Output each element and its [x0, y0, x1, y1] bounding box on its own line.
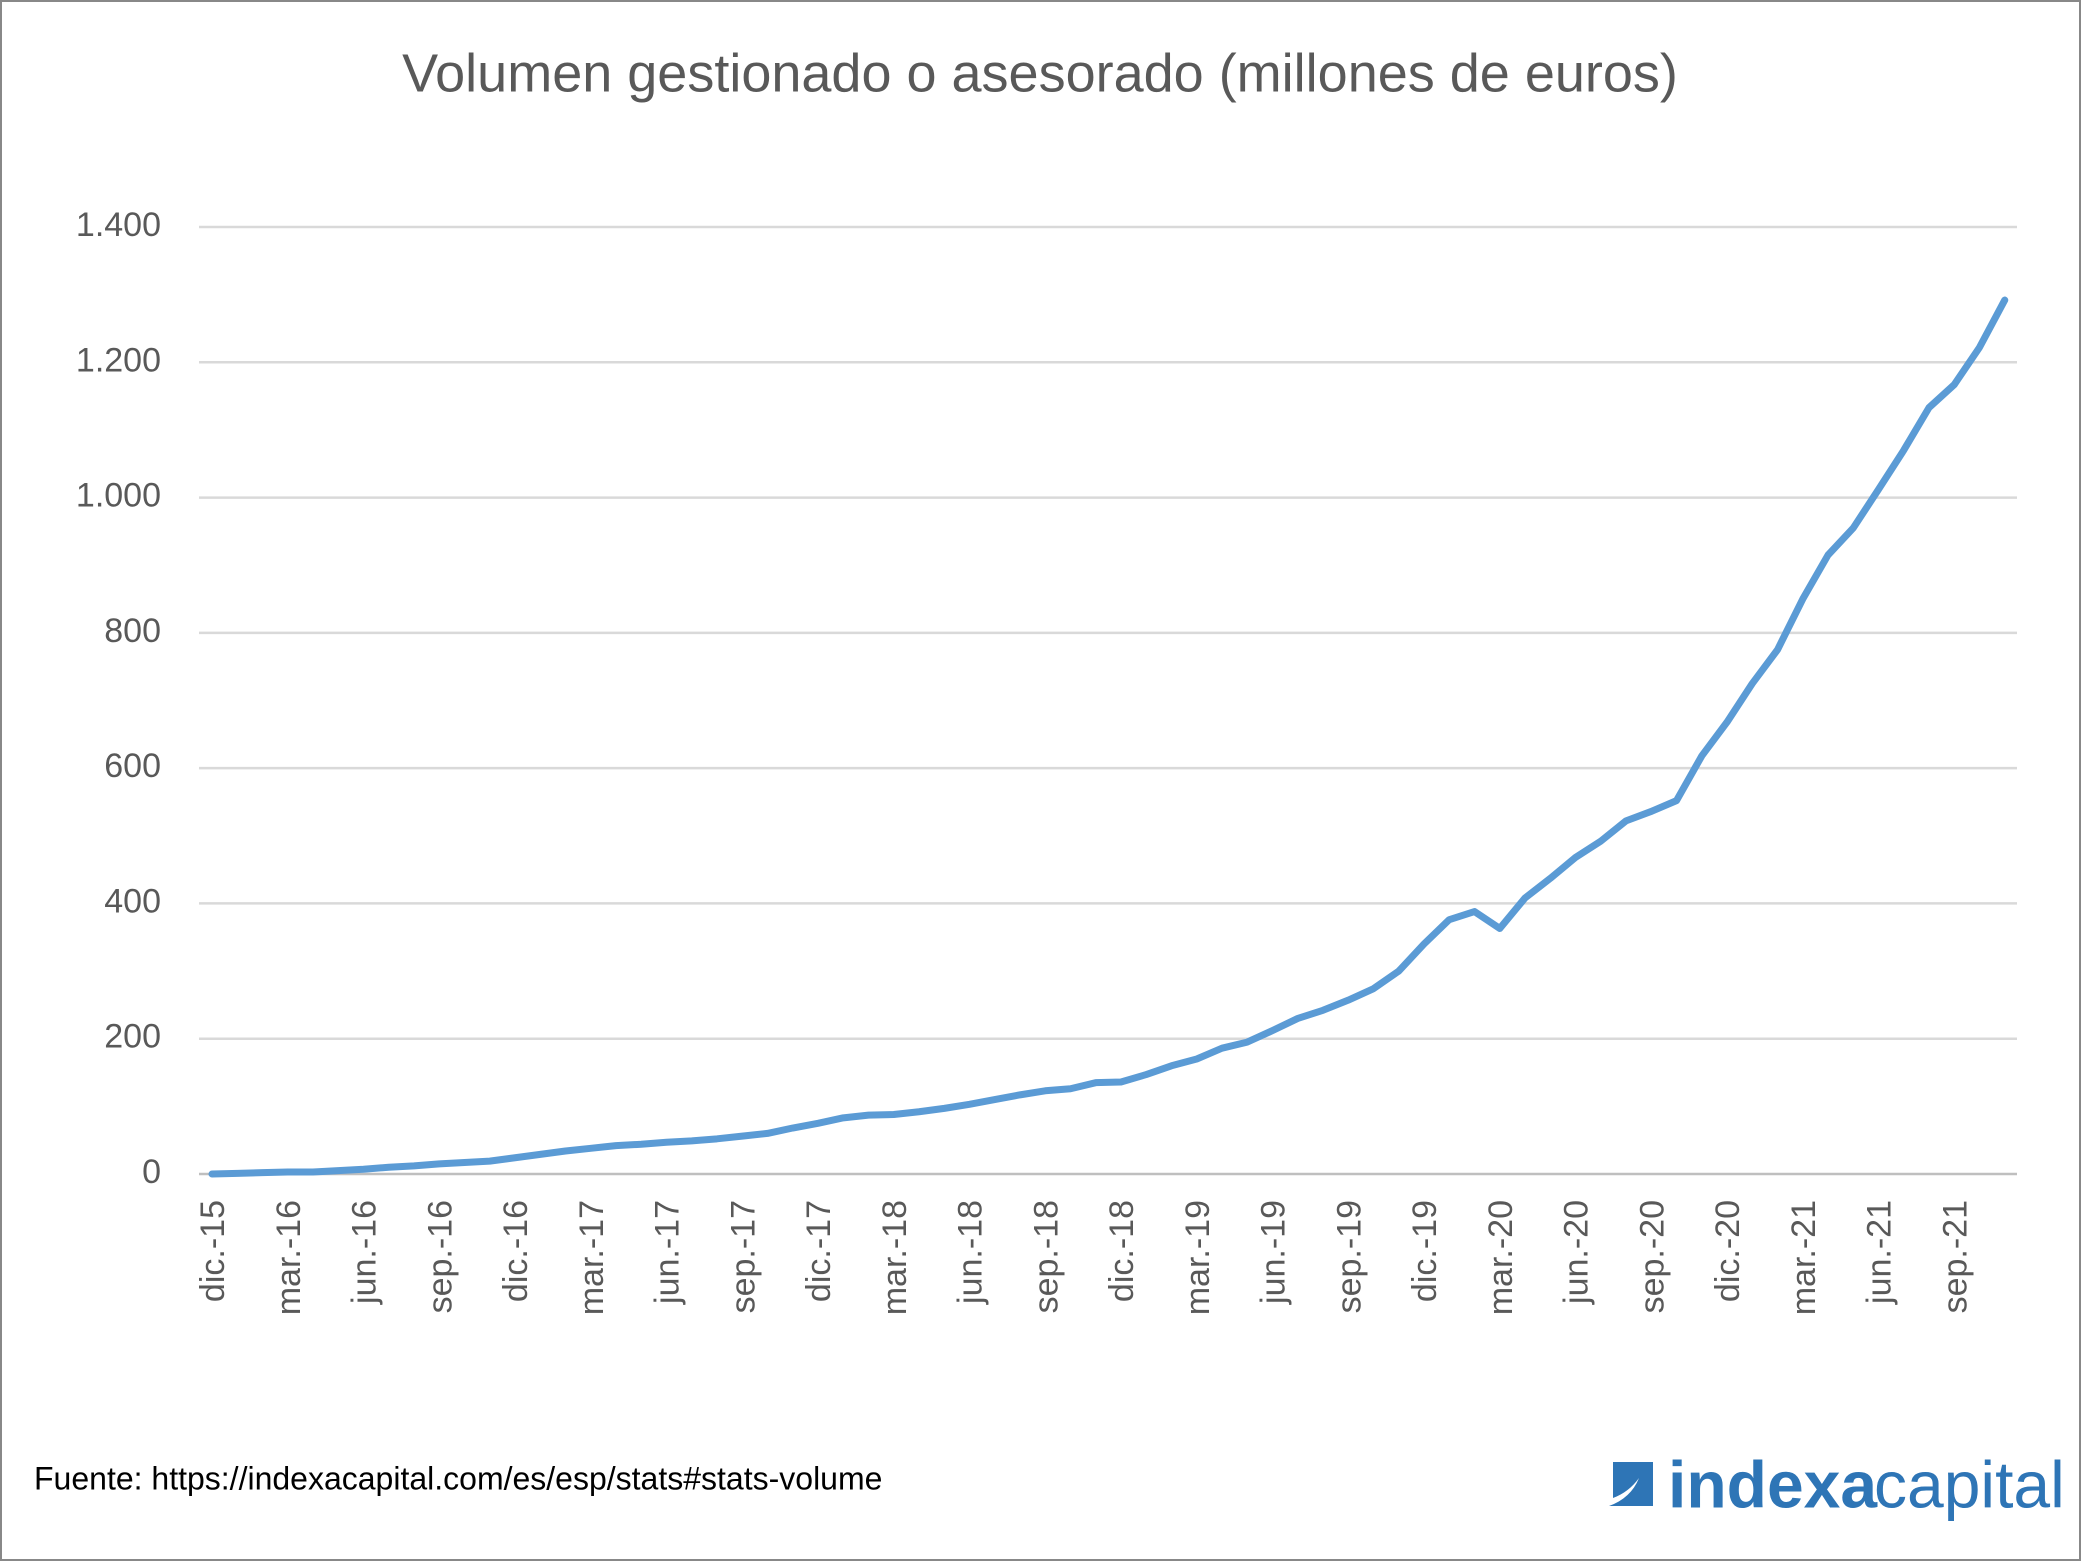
x-tick-label: mar.-19 — [1179, 1200, 1217, 1315]
y-tick-label: 800 — [104, 612, 161, 650]
x-tick-label: mar.-16 — [270, 1200, 308, 1315]
x-tick-label: sep.-17 — [724, 1200, 762, 1313]
logo-text: indexa — [1668, 1447, 1878, 1521]
x-tick-label: dic.-17 — [800, 1200, 838, 1302]
x-tick-label: mar.-20 — [1482, 1200, 1520, 1315]
x-tick-label: jun.-21 — [1861, 1200, 1899, 1305]
x-tick-label: sep.-21 — [1936, 1200, 1974, 1313]
x-tick-label: dic.-20 — [1709, 1200, 1747, 1302]
y-tick-label: 0 — [142, 1153, 161, 1191]
x-tick-label: dic.-19 — [1406, 1200, 1444, 1302]
x-tick-label: jun.-18 — [952, 1200, 990, 1305]
y-tick-label: 1.000 — [76, 477, 161, 515]
chart-title: Volumen gestionado o asesorado (millones… — [402, 43, 1678, 103]
x-tick-label: mar.-21 — [1785, 1200, 1823, 1315]
x-tick-label: sep.-18 — [1027, 1200, 1065, 1313]
y-tick-label: 600 — [104, 747, 161, 785]
x-tick-label: jun.-19 — [1255, 1200, 1293, 1305]
x-tick-label: jun.-17 — [649, 1200, 687, 1305]
y-tick-label: 400 — [104, 882, 161, 920]
x-tick-label: sep.-20 — [1633, 1200, 1671, 1313]
data-line — [208, 296, 2009, 1178]
x-tick-label: dic.-18 — [1103, 1200, 1141, 1302]
x-tick-label: dic.-15 — [194, 1200, 232, 1302]
logo: indexa capital — [1609, 1447, 2065, 1521]
x-tick-label: jun.-16 — [346, 1200, 384, 1305]
x-tick-label: dic.-16 — [497, 1200, 535, 1302]
logo-text: capital — [1874, 1447, 2065, 1521]
x-tick-label: sep.-16 — [421, 1200, 459, 1313]
logo-icon — [1609, 1462, 1653, 1506]
y-tick-label: 1.200 — [76, 341, 161, 379]
source-note: Fuente: https://indexacapital.com/es/esp… — [34, 1460, 882, 1496]
x-tick-label: mar.-17 — [573, 1200, 611, 1315]
y-tick-label: 200 — [104, 1018, 161, 1056]
x-tick-label: jun.-20 — [1558, 1200, 1596, 1305]
x-tick-label: sep.-19 — [1330, 1200, 1368, 1313]
y-tick-label: 1.400 — [76, 206, 161, 244]
x-tick-label: mar.-18 — [876, 1200, 914, 1315]
